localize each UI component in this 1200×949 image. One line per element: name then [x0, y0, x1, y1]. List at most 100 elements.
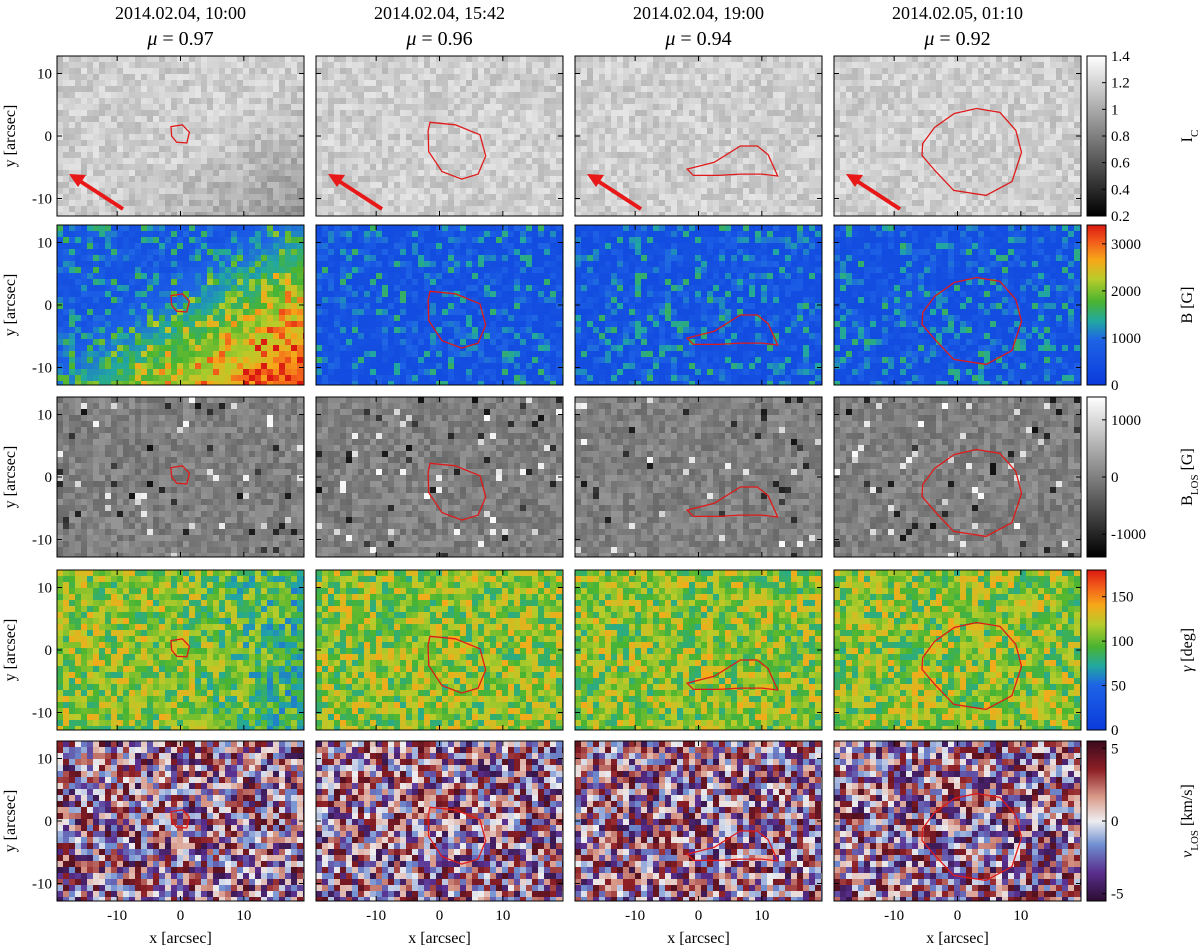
colorbar-tick-label: 0 — [1111, 723, 1119, 739]
column-date-3: 2014.02.04, 19:00 — [633, 3, 764, 23]
y-axis-label: y [arcsec] — [2, 274, 19, 337]
limb-direction-arrow — [69, 174, 125, 211]
panel-ic-1 — [56, 55, 305, 217]
y-tick-label: -10 — [32, 192, 52, 208]
y-axis-label: y [arcsec] — [2, 446, 19, 509]
mu-symbol: μ — [405, 28, 416, 50]
pore-contour — [685, 486, 779, 518]
colorbar-tick-label: -5 — [1111, 887, 1124, 903]
panel-blos-1 — [56, 396, 305, 558]
panel-ic-3 — [574, 55, 823, 217]
map-image — [575, 570, 822, 730]
column-date-4: 2014.02.05, 01:10 — [892, 3, 1023, 23]
pore-contour — [170, 638, 191, 658]
x-tick-label: 0 — [695, 908, 703, 924]
y-tick-label: -10 — [32, 533, 52, 549]
map-image — [316, 56, 563, 216]
pore-contour — [921, 276, 1023, 366]
y-tick-label: -10 — [32, 361, 52, 377]
y-tick-label: 10 — [37, 67, 52, 83]
map-image — [316, 570, 563, 730]
y-tick-label: 10 — [37, 752, 52, 768]
y-tick-label: 0 — [45, 643, 53, 659]
map-image — [57, 56, 304, 216]
colorbar-tick-label: 50 — [1111, 679, 1126, 695]
panel-vlos-4 — [833, 740, 1082, 902]
row-vlos: 10 0 -10 y [arcsec] 5 0 -5 vLOS [km/s] — [2, 740, 1200, 903]
map-image — [316, 741, 563, 901]
map-image — [575, 741, 822, 901]
mu-value: = 0.92 — [934, 28, 990, 50]
panel-gamma-3 — [574, 569, 823, 731]
x-tick-label: 10 — [495, 908, 510, 924]
y-axis-label: y [arcsec] — [2, 619, 19, 682]
x-tick-label: 0 — [954, 908, 962, 924]
mu-symbol: μ — [664, 28, 675, 50]
y-axis-label: y [arcsec] — [2, 790, 19, 853]
pore-contour — [427, 635, 487, 694]
pore-contour — [170, 465, 191, 485]
colorbar-label: BLOS [G] — [1179, 448, 1200, 506]
map-image — [575, 56, 822, 216]
pore-contour — [427, 462, 487, 521]
colorbar-tick-label: 1.4 — [1111, 49, 1130, 65]
panel-gamma-1 — [56, 569, 305, 731]
panel-vlos-1 — [56, 740, 305, 902]
limb-direction-arrow — [846, 174, 902, 211]
mu-value: = 0.96 — [416, 28, 472, 50]
colorbar-tick-label: 1 — [1111, 102, 1119, 118]
panel-b-3 — [574, 224, 823, 386]
panel-vlos-2 — [315, 740, 564, 902]
mu-value: = 0.94 — [675, 28, 731, 50]
colorbar-tick-label: 0.8 — [1111, 129, 1130, 145]
mu-value: = 0.97 — [157, 28, 213, 50]
map-image — [316, 225, 563, 385]
y-tick-label: 0 — [45, 470, 53, 486]
x-axis-label: x [arcsec] — [667, 930, 730, 947]
colorbar-tick-label: -1000 — [1111, 527, 1146, 543]
row-blos: 10 0 -10 y [arcsec] 1000 0 -1000 BLOS [G] — [2, 396, 1200, 558]
panel-blos-3 — [574, 396, 823, 558]
y-tick-label: 0 — [45, 814, 53, 830]
map-image — [834, 397, 1081, 557]
colorbar-tick-label: 1.2 — [1111, 76, 1130, 92]
limb-direction-arrow — [328, 174, 384, 211]
column-mu-3: μ = 0.94 — [664, 28, 731, 50]
mu-symbol: μ — [146, 28, 157, 50]
y-tick-label: 0 — [45, 298, 53, 314]
y-tick-label: 10 — [37, 581, 52, 597]
colorbar-tick-label: 0 — [1111, 470, 1119, 486]
panel-blos-4 — [833, 396, 1082, 558]
x-tick-label: 10 — [236, 908, 251, 924]
pore-contour — [921, 448, 1023, 538]
pore-contour — [921, 792, 1023, 882]
x-tick-label: -10 — [625, 908, 645, 924]
colorbar-tick-label: 1000 — [1111, 331, 1141, 347]
pore-contour — [427, 121, 487, 180]
y-tick-label: -10 — [32, 706, 52, 722]
colorbar-vlos: 5 0 -5 vLOS [km/s] — [1086, 740, 1200, 903]
colorbar-tick-label: 3000 — [1111, 237, 1141, 253]
colorbar-ic: 1.4 1.2 1 0.8 0.6 0.4 0.2 IC — [1086, 49, 1200, 225]
x-axis-label: x [arcsec] — [408, 930, 471, 947]
pore-contour — [170, 293, 191, 313]
pore-contour — [921, 107, 1023, 197]
panel-b-1 — [56, 224, 305, 386]
map-image — [575, 397, 822, 557]
colorbar-b: 3000 2000 1000 0 B [G] — [1086, 224, 1196, 394]
x-tick-label: 10 — [1013, 908, 1028, 924]
x-tick-label: 10 — [754, 908, 769, 924]
pore-contour — [427, 806, 487, 865]
x-axis-label: x [arcsec] — [149, 930, 212, 947]
map-image — [834, 570, 1081, 730]
map-image — [834, 741, 1081, 901]
panel-ic-2 — [315, 55, 564, 217]
map-image — [57, 570, 304, 730]
pore-contour — [170, 124, 191, 144]
column-mu-4: μ = 0.92 — [923, 28, 990, 50]
colorbar-tick-label: 0 — [1111, 378, 1119, 394]
pore-contour — [685, 830, 779, 862]
colorbar-blos: 1000 0 -1000 BLOS [G] — [1086, 396, 1200, 558]
